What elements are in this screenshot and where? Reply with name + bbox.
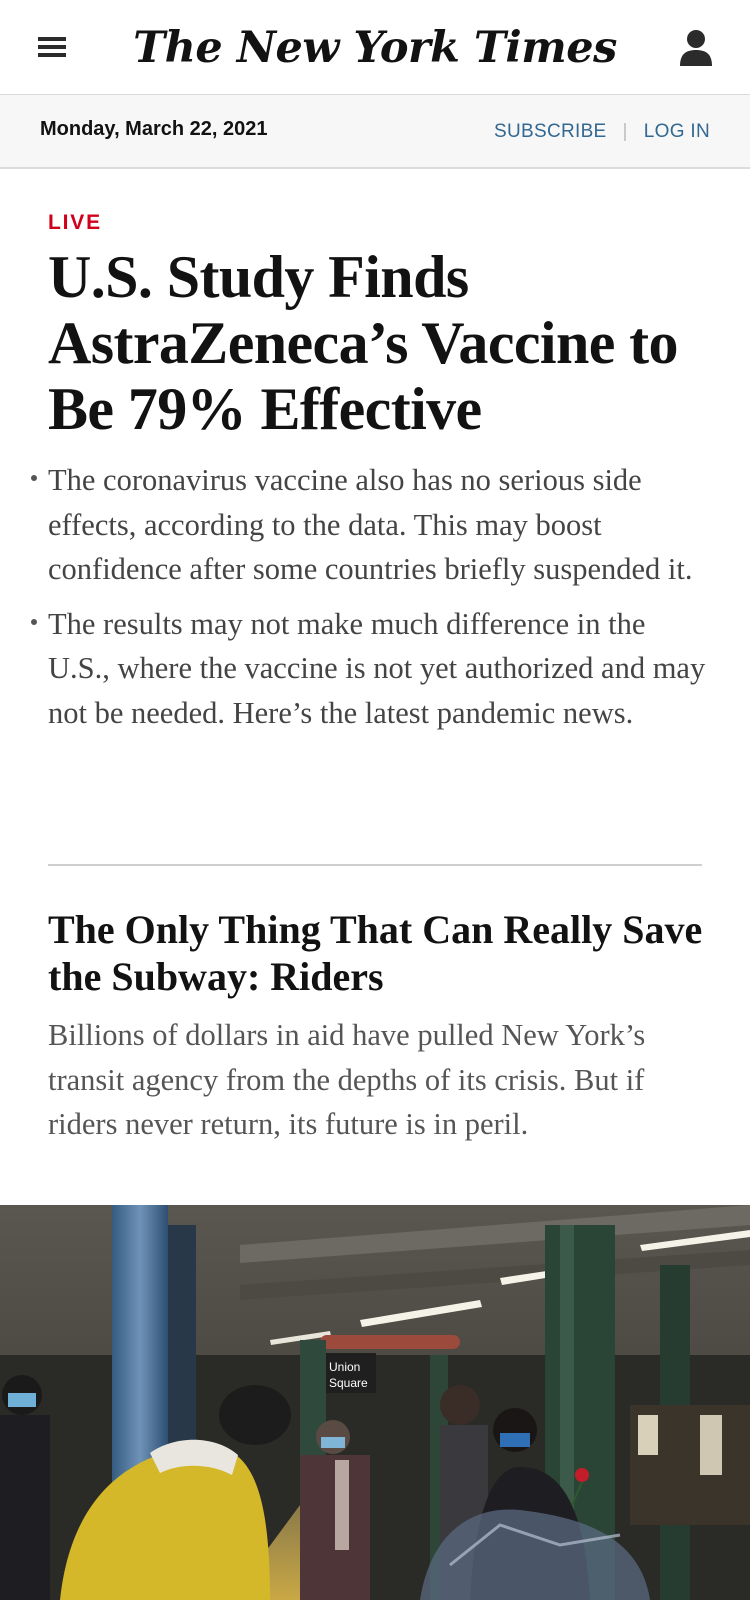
- lead-summary-list: The coronavirus vaccine also has no seri…: [31, 458, 713, 745]
- second-summary[interactable]: Billions of dollars in aid have pulled N…: [48, 1018, 646, 1141]
- station-sign-line2: Square: [329, 1376, 368, 1390]
- subway-photo[interactable]: Union Square: [0, 1205, 750, 1600]
- subway-photo-illustration: Union Square: [0, 1205, 750, 1600]
- lead-summary-bullet[interactable]: The coronavirus vaccine also has no seri…: [31, 458, 713, 592]
- lead-headline[interactable]: U.S. Study Finds AstraZeneca’s Vaccine t…: [48, 244, 679, 442]
- lead-summary-bullet[interactable]: The results may not make much difference…: [31, 602, 713, 736]
- account-links: SUBSCRIBE | LOG IN: [494, 121, 710, 143]
- hamburger-menu-icon[interactable]: [36, 36, 68, 60]
- live-label: LIVE: [48, 211, 102, 234]
- station-sign-line1: Union: [329, 1360, 360, 1374]
- story-divider: [48, 864, 702, 866]
- date-account-bar: Monday, March 22, 2021 SUBSCRIBE | LOG I…: [0, 95, 750, 169]
- current-date: Monday, March 22, 2021: [40, 118, 268, 140]
- account-link-separator: |: [622, 121, 628, 142]
- subscribe-link[interactable]: SUBSCRIBE: [494, 121, 607, 142]
- nyt-logo[interactable]: The New York Times: [133, 23, 617, 73]
- login-link[interactable]: LOG IN: [643, 121, 710, 142]
- user-icon[interactable]: [678, 28, 714, 68]
- second-headline[interactable]: The Only Thing That Can Really Save the …: [48, 907, 703, 999]
- masthead: The New York Times: [0, 0, 750, 95]
